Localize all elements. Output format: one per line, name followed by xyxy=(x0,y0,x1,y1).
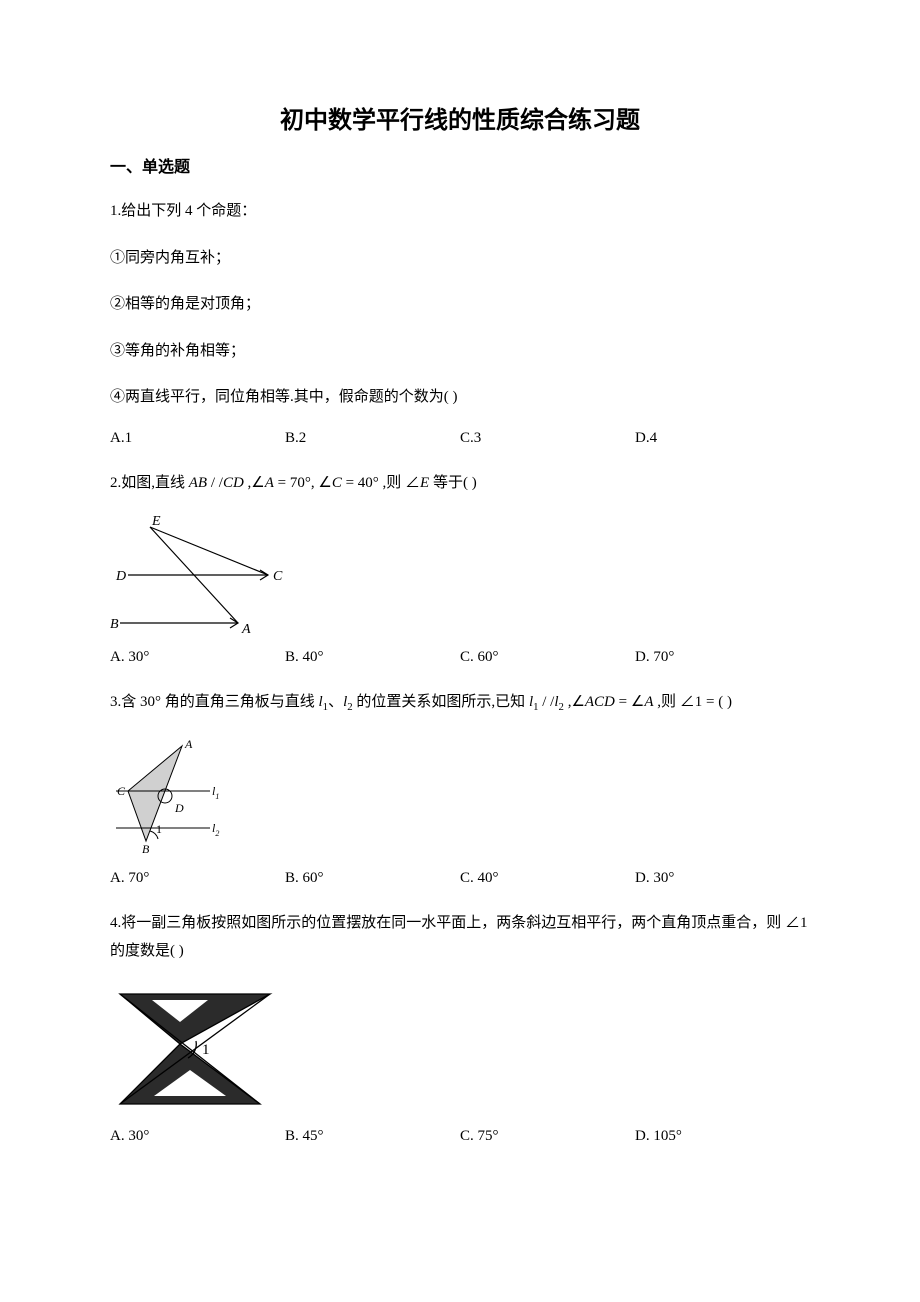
q3-l1b: l1 xyxy=(529,694,539,710)
q3-t6: ,则 ∠1 = ( ) xyxy=(653,694,731,710)
q2-t1: 2.如图,直线 xyxy=(110,475,189,491)
q1-optB: B.2 xyxy=(285,430,460,447)
q4-optB: B. 45° xyxy=(285,1128,460,1145)
q3-optA: A. 70° xyxy=(110,870,285,887)
q1-prop1: ①同旁内角互补； xyxy=(110,244,810,273)
q1-prop4: ④两直线平行，同位角相等.其中，假命题的个数为( ) xyxy=(110,383,810,412)
q1-options: A.1 B.2 C.3 D.4 xyxy=(110,430,810,447)
section-heading: 一、单选题 xyxy=(110,153,810,177)
q3-t1: 3.含 30° 角的直角三角板与直线 xyxy=(110,694,319,710)
q3-t2: 、 xyxy=(328,694,343,710)
q3-stem: 3.含 30° 角的直角三角板与直线 l1、l2 的位置关系如图所示,已知 l1… xyxy=(110,688,810,718)
q2-AB: AB xyxy=(189,475,207,491)
svg-text:D: D xyxy=(115,569,126,584)
q3-optB: B. 60° xyxy=(285,870,460,887)
svg-text:C: C xyxy=(273,569,283,584)
q4-stem: 4.将一副三角板按照如图所示的位置摆放在同一水平面上，两条斜边互相平行，两个直角… xyxy=(110,909,810,966)
page-title: 初中数学平行线的性质综合练习题 xyxy=(110,100,810,135)
q4-figure: 1 xyxy=(110,984,280,1114)
q4-optA: A. 30° xyxy=(110,1128,285,1145)
q3-ACD: ACD xyxy=(585,694,615,710)
q2-optC: C. 60° xyxy=(460,649,635,666)
q3-l2b: l2 xyxy=(554,694,564,710)
svg-text:B: B xyxy=(110,617,119,632)
svg-text:A: A xyxy=(241,622,251,635)
svg-text:B: B xyxy=(142,842,150,856)
q3-figure: A C D Bl1 l2 1 xyxy=(110,736,230,856)
q1-prop3: ③等角的补角相等； xyxy=(110,337,810,366)
svg-text:A: A xyxy=(184,737,193,751)
q3-optC: C. 40° xyxy=(460,870,635,887)
q2-CD: CD xyxy=(223,475,244,491)
page: 初中数学平行线的性质综合练习题 一、单选题 1.给出下列 4 个命题： ①同旁内… xyxy=(0,0,920,1302)
q2-t3: = 70°, ∠ xyxy=(274,475,332,491)
q3-l1: l1 xyxy=(319,694,329,710)
q4-optC: C. 75° xyxy=(460,1128,635,1145)
svg-text:D: D xyxy=(174,801,184,815)
q2-t4: = 40° ,则 ∠ xyxy=(342,475,420,491)
svg-text:1: 1 xyxy=(156,822,162,836)
q3-t5: = ∠ xyxy=(615,694,644,710)
svg-text:C: C xyxy=(117,784,126,798)
q4-options: A. 30° B. 45° C. 75° D. 105° xyxy=(110,1128,810,1145)
q2-C: C xyxy=(332,475,342,491)
q2-E: E xyxy=(420,475,429,491)
q2-optB: B. 40° xyxy=(285,649,460,666)
q2-t5: 等于( ) xyxy=(429,475,477,491)
q2-A: A xyxy=(265,475,274,491)
q2-stem: 2.如图,直线 AB / /CD ,∠A = 70°, ∠C = 40° ,则 … xyxy=(110,469,810,498)
q2-optD: D. 70° xyxy=(635,649,810,666)
q1-optA: A.1 xyxy=(110,430,285,447)
q1-optD: D.4 xyxy=(635,430,810,447)
q2-t2: ,∠ xyxy=(244,475,265,491)
q1-prop2: ②相等的角是对顶角； xyxy=(110,290,810,319)
q1-optC: C.3 xyxy=(460,430,635,447)
q3-t4: ,∠ xyxy=(564,694,585,710)
svg-text:1: 1 xyxy=(202,1042,210,1058)
q3-l2: l2 xyxy=(343,694,353,710)
q3-optD: D. 30° xyxy=(635,870,810,887)
q2-figure: E D C B A xyxy=(110,515,290,635)
svg-text:l1: l1 xyxy=(212,784,219,801)
svg-text:E: E xyxy=(151,515,161,529)
q3-t3: 的位置关系如图所示,已知 xyxy=(353,694,529,710)
q2-optA: A. 30° xyxy=(110,649,285,666)
q4-optD: D. 105° xyxy=(635,1128,810,1145)
q1-stem: 1.给出下列 4 个命题： xyxy=(110,197,810,226)
q3-options: A. 70° B. 60° C. 40° D. 30° xyxy=(110,870,810,887)
q2-options: A. 30° B. 40° C. 60° D. 70° xyxy=(110,649,810,666)
svg-text:l2: l2 xyxy=(212,821,219,838)
